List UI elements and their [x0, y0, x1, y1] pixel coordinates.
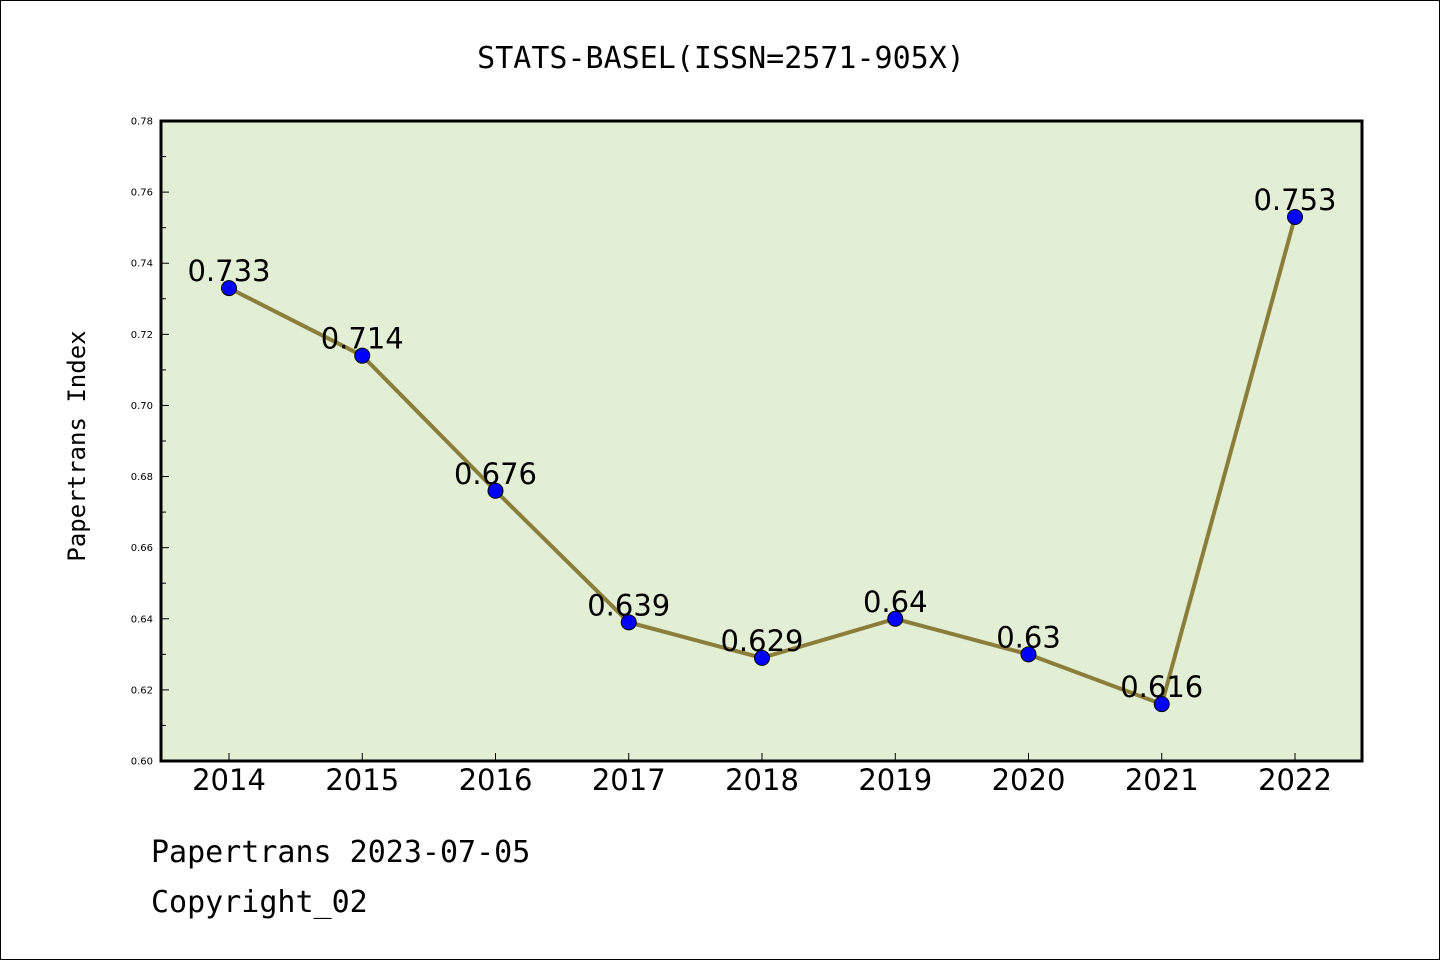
- y-tick-label: 0.68: [131, 472, 153, 483]
- data-label: 0.753: [1253, 183, 1336, 217]
- data-label: 0.64: [863, 585, 928, 619]
- data-point: [487, 482, 504, 499]
- plot-border: [159, 119, 1364, 763]
- y-tick-label: 0.60: [131, 757, 153, 768]
- data-label: 0.629: [720, 624, 803, 658]
- data-labels: 0.733 0.714 0.676 0.639 0.629 0.64 0.63 0.616 0.…: [187, 183, 1336, 704]
- y-tick-label: 0.72: [131, 330, 153, 341]
- x-tick-label: 2020: [992, 763, 1066, 797]
- x-tick-label: 2017: [592, 763, 666, 797]
- data-point: [1020, 646, 1037, 663]
- y-tick-label: 0.70: [131, 401, 153, 412]
- data-point: [1153, 696, 1170, 713]
- data-point: [754, 649, 770, 666]
- data-point: [221, 280, 237, 297]
- y-tick-label: 0.66: [131, 543, 153, 554]
- y-tick-label: 0.64: [131, 614, 153, 625]
- x-tick-label: 2014: [192, 763, 266, 797]
- data-point: [1287, 209, 1303, 225]
- footer-copyright: Copyright_02: [151, 885, 368, 920]
- x-tick-label: 2021: [1125, 763, 1199, 797]
- data-point: [620, 614, 637, 631]
- x-tick-label: 2016: [459, 763, 533, 797]
- x-tick-label: 2018: [725, 763, 799, 797]
- chart-title: STATS-BASEL(ISSN=2571-905X): [477, 41, 965, 76]
- data-label: 0.733: [187, 254, 270, 288]
- data-label: 0.639: [587, 588, 670, 622]
- y-tick-label: 0.76: [131, 188, 153, 199]
- x-tick-label: 2022: [1258, 763, 1332, 797]
- data-label: 0.616: [1120, 670, 1203, 704]
- x-tick-label: 2019: [858, 763, 932, 797]
- x-axis: 2014 2015 2016 2017 2018 2019 2020 2021 2022: [192, 753, 1332, 797]
- data-point: [887, 610, 904, 627]
- data-label: 0.63: [996, 620, 1061, 654]
- footer-date: Papertrans 2023-07-05: [151, 835, 531, 870]
- series: [221, 209, 1303, 713]
- data-label: 0.676: [454, 457, 537, 491]
- y-tick-label: 0.78: [131, 117, 153, 128]
- y-tick-label: 0.62: [131, 685, 153, 696]
- x-tick-label: 2015: [325, 763, 399, 797]
- y-tick-label: 0.74: [131, 259, 153, 270]
- data-label: 0.714: [321, 322, 404, 356]
- data-point: [354, 347, 371, 364]
- y-axis-label: Papertrans Index: [63, 330, 91, 561]
